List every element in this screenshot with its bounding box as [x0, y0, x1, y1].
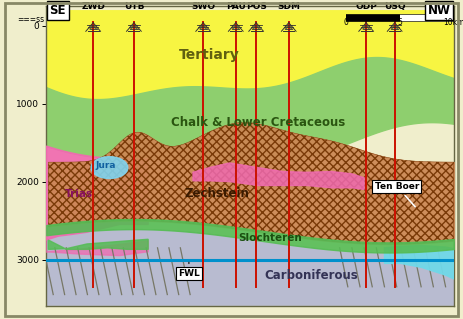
Text: 10km: 10km — [443, 18, 463, 27]
Text: Zechstein: Zechstein — [185, 187, 250, 200]
Text: SWO: SWO — [191, 3, 215, 11]
Text: ZWD: ZWD — [81, 3, 105, 11]
Text: USQ: USQ — [384, 3, 406, 11]
Text: UTB: UTB — [124, 3, 144, 11]
Text: SE: SE — [50, 4, 66, 17]
Text: Carboniferous: Carboniferous — [264, 269, 358, 282]
Polygon shape — [193, 163, 364, 189]
Text: NW: NW — [427, 4, 450, 17]
Text: Jura: Jura — [95, 160, 116, 170]
Polygon shape — [91, 157, 128, 179]
Text: FWL: FWL — [178, 262, 200, 278]
Polygon shape — [46, 240, 148, 256]
Text: Trias: Trias — [65, 189, 93, 199]
Text: PAU: PAU — [226, 3, 246, 11]
Text: 0: 0 — [344, 18, 348, 27]
Polygon shape — [46, 146, 148, 240]
Text: SDM: SDM — [277, 3, 300, 11]
Text: POS: POS — [246, 3, 267, 11]
Text: Tertiary: Tertiary — [179, 48, 240, 62]
Polygon shape — [48, 239, 148, 249]
Text: 5: 5 — [397, 18, 402, 27]
Text: ODP: ODP — [355, 3, 377, 11]
Text: Slochteren: Slochteren — [238, 233, 302, 243]
Polygon shape — [384, 246, 454, 279]
Text: Chalk & Lower Cretaceous: Chalk & Lower Cretaceous — [171, 115, 345, 129]
Text: ===ss: ===ss — [17, 15, 44, 24]
Text: Ten Boer: Ten Boer — [375, 182, 419, 207]
